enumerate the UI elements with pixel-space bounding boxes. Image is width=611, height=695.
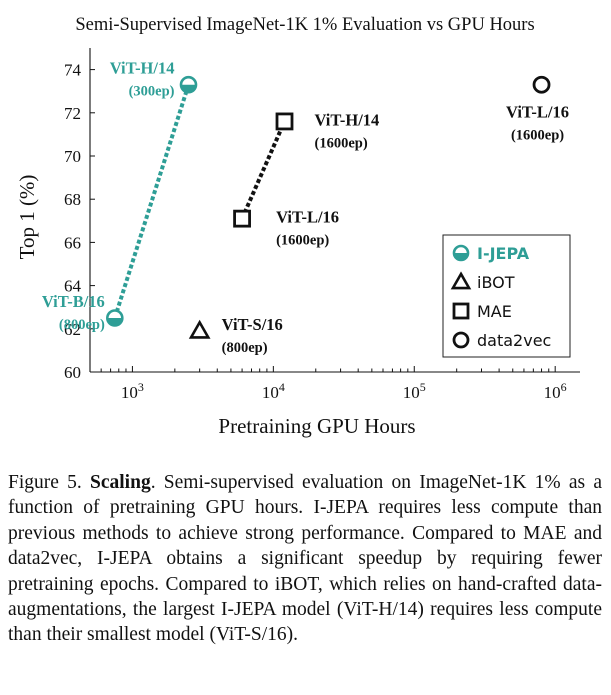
legend-marker-i-jepa-fill (454, 253, 468, 260)
point-mae (233, 209, 251, 228)
y-tick-label: 68 (64, 190, 81, 209)
figure-caption: Figure 5. Scaling. Semi-supervised evalu… (8, 470, 602, 648)
figure-label: Figure 5. (8, 472, 82, 493)
point-mae (275, 112, 294, 131)
x-tick-label: 106 (544, 380, 567, 402)
point-label-model: ViT-L/16 (506, 103, 569, 122)
scaling-chart: Semi-Supervised ImageNet-1K 1% Evaluatio… (15, 15, 580, 438)
point-label-epochs: (1600ep) (511, 128, 564, 144)
x-axis-label: Pretraining GPU Hours (218, 414, 415, 438)
point-label-model: ViT-S/16 (222, 315, 283, 334)
legend-label: MAE (477, 302, 512, 321)
y-axis-label: Top 1 (%) (15, 175, 39, 260)
y-tick-label: 60 (64, 363, 81, 382)
legend: I-JEPA iBOT MAE data2vec (442, 234, 571, 358)
point-label-model: ViT-L/16 (276, 208, 339, 227)
point-label-epochs: (800ep) (222, 340, 268, 356)
y-tick-label: 70 (64, 147, 81, 166)
y-tick-label: 64 (64, 277, 82, 296)
point-ibot (188, 319, 211, 339)
series-line-mae (240, 120, 287, 220)
chart-svg: Semi-Supervised ImageNet-1K 1% Evaluatio… (15, 15, 580, 438)
point-label-epochs: (800ep) (59, 317, 105, 333)
x-tick-label: 104 (262, 380, 285, 402)
point-label-model: ViT-B/16 (42, 292, 105, 311)
x-tick-label: 105 (403, 380, 426, 402)
x-tick-label: 103 (121, 380, 144, 402)
caption-text: . Semi-supervised evaluation on ImageNet… (8, 472, 602, 646)
point-data2vec (532, 75, 551, 94)
legend-marker-mae (452, 302, 470, 320)
plot-area: 60 62 64 66 68 70 72 74 103 104 105 106 ViT-B/16 (800… (42, 48, 580, 402)
point-i-jepa-fill (107, 318, 123, 326)
point-label-model: ViT-H/14 (110, 59, 175, 78)
y-tick-label: 66 (64, 233, 81, 252)
series-line-i-jepa (112, 84, 191, 319)
point-i-jepa-fill (180, 84, 196, 93)
point-label-epochs: (1600ep) (276, 233, 329, 249)
chart-title: Semi-Supervised ImageNet-1K 1% Evaluatio… (75, 15, 534, 35)
legend-label: I-JEPA (477, 244, 530, 263)
point-label-model: ViT-H/14 (315, 110, 380, 129)
point-label-epochs: (300ep) (129, 84, 175, 100)
legend-marker-data2vec (452, 331, 470, 349)
point-label-epochs: (1600ep) (315, 135, 368, 151)
legend-marker-ibot (450, 271, 472, 290)
y-tick-label: 74 (64, 61, 82, 80)
legend-label: iBOT (477, 273, 515, 292)
y-tick-label: 72 (64, 104, 81, 123)
caption-title: Scaling (90, 472, 151, 493)
legend-label: data2vec (477, 331, 551, 350)
y-tick-label: 62 (64, 320, 81, 339)
